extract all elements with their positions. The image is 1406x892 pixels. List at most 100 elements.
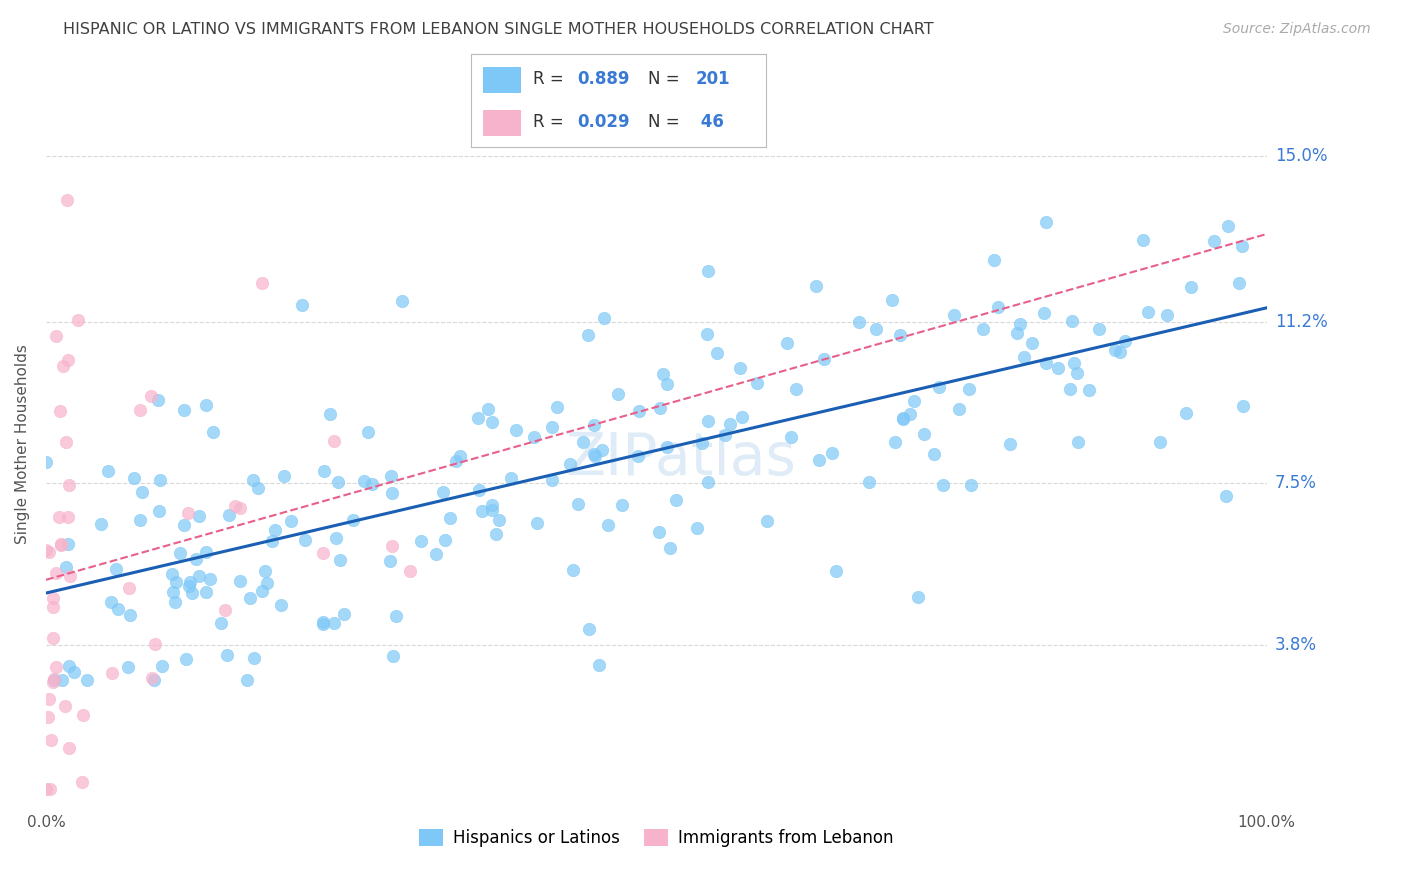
Text: 11.2%: 11.2% xyxy=(1275,313,1327,331)
Point xyxy=(380,554,402,568)
Point xyxy=(380,469,402,483)
Point xyxy=(179,575,201,590)
Point xyxy=(353,474,375,488)
Point xyxy=(898,407,921,421)
Point xyxy=(932,478,955,492)
Point xyxy=(122,471,145,485)
Point xyxy=(1232,399,1254,413)
Point xyxy=(70,775,93,789)
Point xyxy=(56,352,79,367)
Point xyxy=(239,591,262,606)
Point xyxy=(51,673,73,687)
Point xyxy=(256,576,278,591)
Point xyxy=(105,562,128,576)
Point xyxy=(1204,235,1226,249)
Point xyxy=(652,367,675,381)
Point xyxy=(399,564,422,578)
Point xyxy=(686,521,709,535)
Point xyxy=(381,539,404,553)
Point xyxy=(481,415,503,429)
Point xyxy=(329,553,352,567)
Text: 7.5%: 7.5% xyxy=(1275,475,1317,492)
Point xyxy=(129,403,152,417)
Point xyxy=(214,603,236,617)
Point xyxy=(1104,343,1126,358)
Point xyxy=(755,514,778,528)
Point xyxy=(1021,336,1043,351)
Point xyxy=(572,435,595,450)
Point xyxy=(578,622,600,636)
Text: N =: N = xyxy=(648,70,685,88)
Point xyxy=(141,389,163,403)
Point xyxy=(58,741,80,756)
Point xyxy=(706,346,728,360)
Point xyxy=(948,401,970,416)
Legend: Hispanics or Latinos, Immigrants from Lebanon: Hispanics or Latinos, Immigrants from Le… xyxy=(412,822,900,854)
Point xyxy=(576,328,599,343)
Point xyxy=(311,615,333,629)
Point xyxy=(117,582,139,596)
Point xyxy=(439,511,461,525)
Point xyxy=(215,648,238,662)
Point xyxy=(825,564,848,578)
Point xyxy=(252,584,274,599)
Point xyxy=(848,315,870,329)
Text: N =: N = xyxy=(648,113,685,131)
Point xyxy=(229,501,252,516)
Point xyxy=(526,516,548,531)
Point xyxy=(591,442,613,457)
Text: Source: ZipAtlas.com: Source: ZipAtlas.com xyxy=(1223,22,1371,37)
Point xyxy=(425,547,447,561)
Point xyxy=(194,585,217,599)
Point xyxy=(218,508,240,523)
Point xyxy=(48,510,70,524)
Point xyxy=(58,478,80,492)
Point xyxy=(49,404,72,418)
Point xyxy=(813,351,835,366)
Point xyxy=(1067,435,1090,450)
Point xyxy=(39,781,62,796)
Point xyxy=(184,551,207,566)
Point xyxy=(76,673,98,687)
Point xyxy=(273,469,295,483)
Point xyxy=(983,252,1005,267)
Point xyxy=(177,506,200,520)
Point xyxy=(627,404,650,418)
Point xyxy=(481,498,503,512)
Point xyxy=(1136,305,1159,319)
Point xyxy=(444,454,467,468)
Point xyxy=(312,546,335,560)
Point xyxy=(150,659,173,673)
Point xyxy=(56,537,79,551)
Point xyxy=(131,485,153,500)
Point xyxy=(107,602,129,616)
Point xyxy=(972,322,994,336)
Point xyxy=(163,595,186,609)
Point xyxy=(323,616,346,631)
Point xyxy=(485,526,508,541)
Point xyxy=(1066,366,1088,380)
Point xyxy=(1005,326,1028,340)
Point xyxy=(1063,356,1085,370)
Text: 0.029: 0.029 xyxy=(578,113,630,131)
Point xyxy=(449,449,471,463)
Point xyxy=(593,311,616,326)
Point xyxy=(143,637,166,651)
Point xyxy=(381,648,404,663)
Text: R =: R = xyxy=(533,70,569,88)
Point xyxy=(58,658,80,673)
Point xyxy=(187,508,209,523)
Point xyxy=(858,475,880,489)
Point xyxy=(907,590,929,604)
Point xyxy=(583,449,606,463)
Point xyxy=(333,607,356,621)
Point xyxy=(38,545,60,559)
Text: 0.889: 0.889 xyxy=(578,70,630,88)
Text: ZIPatlas: ZIPatlas xyxy=(565,430,796,487)
Point xyxy=(697,414,720,428)
Point xyxy=(323,434,346,448)
Point xyxy=(505,423,527,437)
Point xyxy=(194,545,217,559)
Point xyxy=(37,710,59,724)
Point xyxy=(101,665,124,680)
